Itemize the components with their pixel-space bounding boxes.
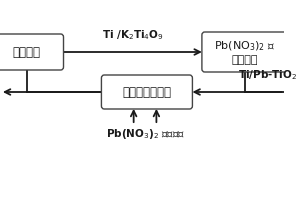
- Text: 阳极氧化电沉积: 阳极氧化电沉积: [122, 86, 171, 98]
- FancyBboxPatch shape: [101, 75, 192, 109]
- Text: Pb(NO$_3$)$_2$ 溶
液中浸泡: Pb(NO$_3$)$_2$ 溶 液中浸泡: [214, 39, 275, 65]
- Text: Ti /K$_2$Ti$_4$O$_9$: Ti /K$_2$Ti$_4$O$_9$: [102, 28, 164, 42]
- FancyBboxPatch shape: [202, 32, 287, 72]
- Text: 液中浸泡: 液中浸泡: [13, 46, 40, 58]
- Text: Ti/Pb-TiO$_2$: Ti/Pb-TiO$_2$: [238, 68, 297, 82]
- FancyBboxPatch shape: [0, 34, 64, 70]
- Text: Pb(NO$_3$)$_2$ 离子液体: Pb(NO$_3$)$_2$ 离子液体: [106, 127, 184, 141]
